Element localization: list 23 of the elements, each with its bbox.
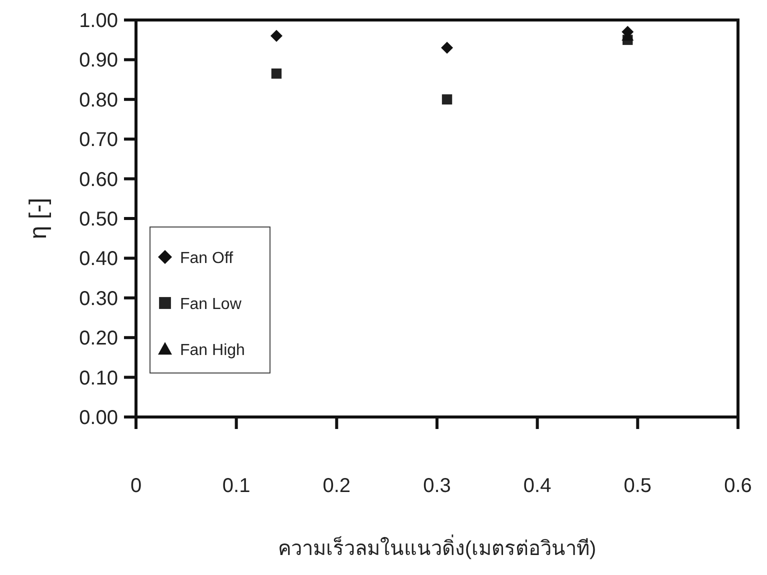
y-tick-label: 0.30 [79, 288, 118, 310]
y-tick-label: 0.00 [79, 407, 118, 429]
x-tick-label: 0.2 [322, 475, 351, 497]
x-tick-label: 0.4 [523, 475, 552, 497]
y-tick-label: 0.20 [79, 328, 118, 350]
x-tick-label: 0.6 [724, 475, 752, 497]
x-axis-title: ความเร็วลมในแนวดิ่ง(เมตรต่อวินาที) [278, 534, 596, 560]
y-tick-label: 0.80 [79, 89, 118, 112]
legend-label: Fan Low [180, 296, 242, 313]
y-tick-label: 0.40 [79, 248, 118, 270]
x-tick-label: 0.3 [423, 475, 451, 497]
y-tick-label: 1.00 [79, 10, 118, 32]
y-tick-label: 0.50 [79, 208, 118, 230]
legend-label: Fan High [180, 342, 245, 359]
y-tick-label: 0.70 [79, 129, 118, 152]
y-tick-label: 0.90 [79, 50, 118, 72]
x-tick-label: 0 [130, 475, 142, 497]
x-tick-label: 0.1 [222, 475, 250, 497]
x-tick-label: 0.5 [624, 475, 652, 497]
y-tick-label: 0.60 [79, 168, 118, 191]
y-axis-title: η [-] [25, 198, 52, 240]
legend-label: Fan Off [180, 250, 234, 267]
y-tick-label: 0.10 [79, 367, 118, 390]
